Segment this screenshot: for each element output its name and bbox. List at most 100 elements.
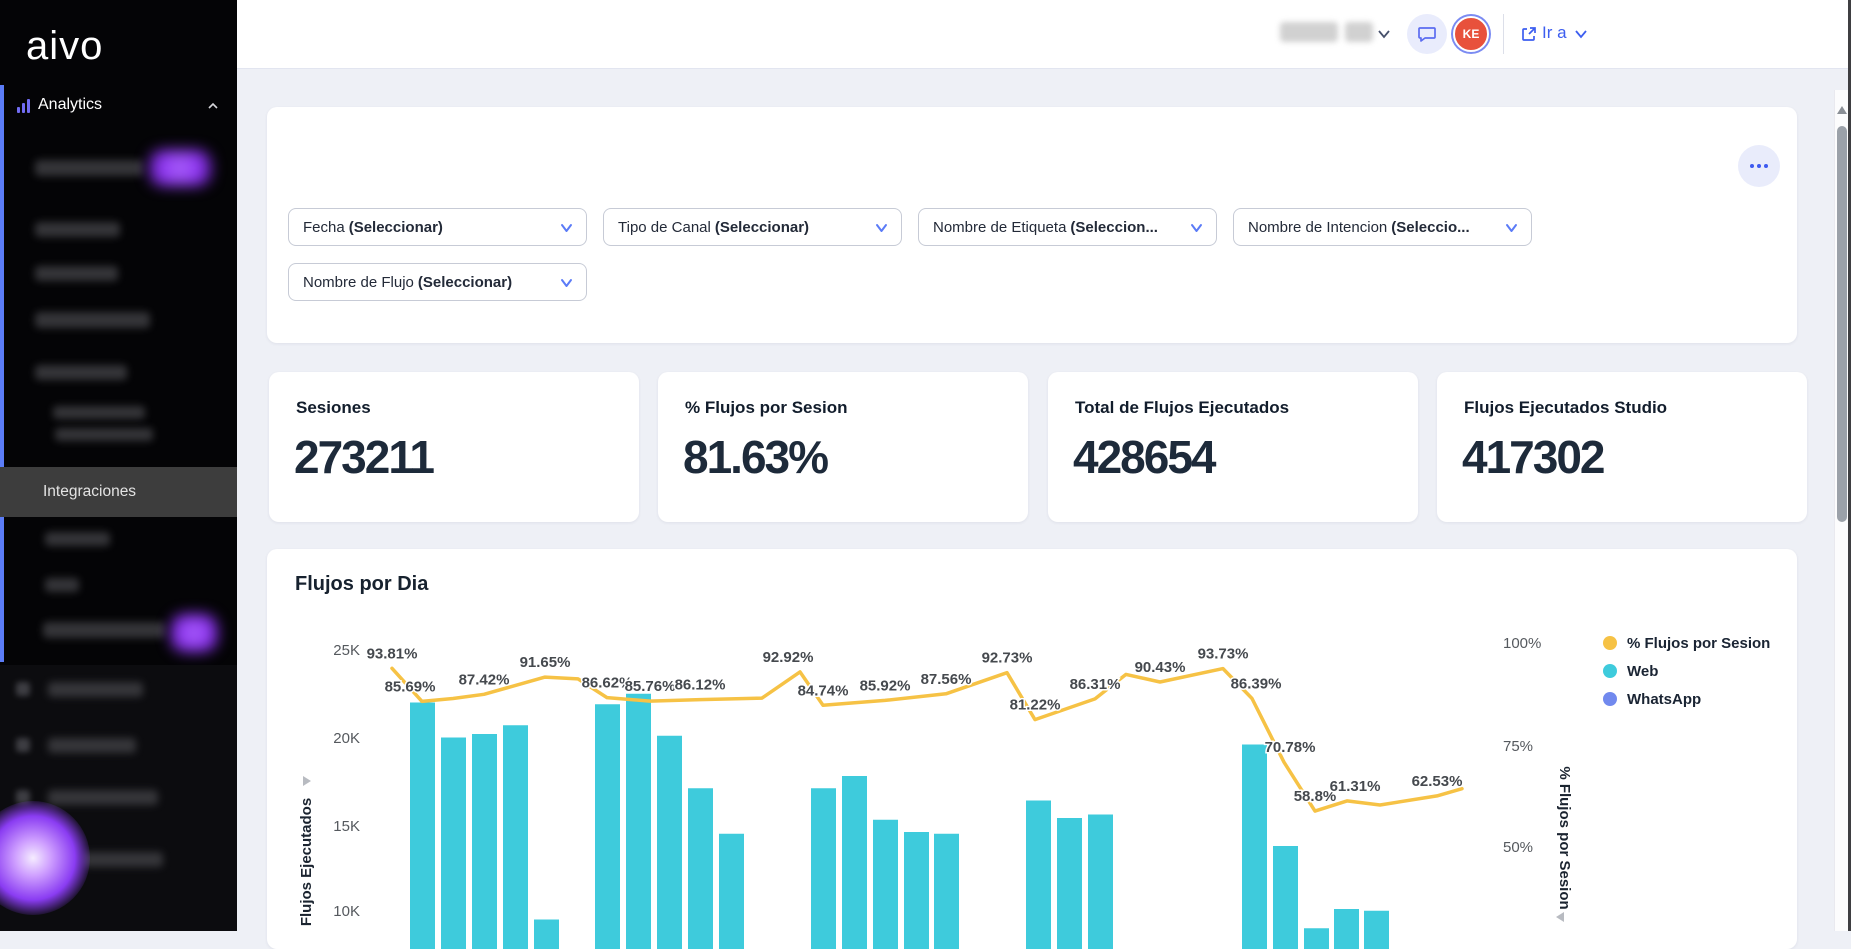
kpi-value: 417302 bbox=[1462, 430, 1604, 484]
filter-nombre-flujo-dropdown[interactable]: Nombre de Flujo (Seleccionar) bbox=[288, 263, 587, 301]
sidebar-item-blurred[interactable] bbox=[48, 738, 136, 753]
line-data-label: 86.39% bbox=[1231, 676, 1282, 693]
sidebar-item-blurred[interactable] bbox=[45, 578, 79, 592]
top-bar: KE Ir a bbox=[237, 0, 1851, 69]
legend-dot-flujos-por-sesion bbox=[1603, 636, 1617, 650]
bar-web[interactable] bbox=[626, 694, 651, 949]
filter-label: Nombre de Etiqueta bbox=[933, 219, 1066, 236]
kpi-card-total-flujos: Total de Flujos Ejecutados 428654 bbox=[1048, 372, 1418, 522]
bar-web[interactable] bbox=[719, 834, 744, 949]
sidebar-item-blurred[interactable] bbox=[35, 160, 143, 176]
line-data-label: 62.53% bbox=[1412, 773, 1463, 790]
flujos-por-dia-chart[interactable]: 25K20K15K10K100%75%50%Flujos Ejecutados%… bbox=[267, 549, 1797, 949]
filter-nombre-etiqueta-dropdown[interactable]: Nombre de Etiqueta (Seleccion... bbox=[918, 208, 1217, 246]
bar-web[interactable] bbox=[688, 788, 713, 949]
bar-web[interactable] bbox=[1273, 846, 1298, 949]
account-chevron-down-icon[interactable] bbox=[1376, 27, 1392, 45]
legend-dot-web bbox=[1603, 664, 1617, 678]
sidebar-item-blurred[interactable] bbox=[35, 365, 127, 380]
kpi-title: Sesiones bbox=[296, 398, 371, 418]
kpi-title: Flujos Ejecutados Studio bbox=[1464, 398, 1667, 418]
filter-nombre-intencion-dropdown[interactable]: Nombre de Intencion (Seleccio... bbox=[1233, 208, 1532, 246]
kpi-value: 273211 bbox=[294, 430, 433, 484]
kpi-value: 428654 bbox=[1073, 430, 1215, 484]
bar-web[interactable] bbox=[503, 725, 528, 949]
ir-a-link[interactable]: Ir a bbox=[1542, 23, 1567, 43]
sidebar-item-blurred[interactable] bbox=[43, 622, 165, 638]
bar-web[interactable] bbox=[657, 736, 682, 949]
y2-axis-title: % Flujos por Sesion bbox=[1556, 766, 1573, 909]
legend-item[interactable]: WhatsApp bbox=[1603, 685, 1770, 713]
bar-web[interactable] bbox=[811, 788, 836, 949]
sidebar-item-blurred[interactable] bbox=[35, 266, 118, 281]
sidebar-item-blurred[interactable] bbox=[48, 790, 158, 805]
bar-web[interactable] bbox=[1334, 909, 1359, 949]
chat-bubble-icon bbox=[1417, 24, 1437, 44]
bar-web[interactable] bbox=[534, 920, 559, 949]
sidebar-section-analytics[interactable]: Analytics bbox=[0, 90, 237, 124]
filters-card: Fecha (Seleccionar) Tipo de Canal (Selec… bbox=[267, 107, 1797, 343]
bar-web[interactable] bbox=[1026, 801, 1051, 949]
sidebar-badge-blurred bbox=[170, 614, 218, 652]
sidebar-icon-blurred bbox=[16, 738, 30, 752]
y-axis-tick: 10K bbox=[333, 903, 360, 920]
sidebar-item-blurred[interactable] bbox=[35, 312, 150, 328]
bar-web[interactable] bbox=[1088, 815, 1113, 949]
legend-label: % Flujos por Sesion bbox=[1627, 635, 1770, 652]
avatar[interactable]: KE bbox=[1453, 16, 1489, 52]
sidebar-item-integraciones[interactable]: Integraciones bbox=[0, 467, 237, 517]
bar-web[interactable] bbox=[842, 776, 867, 949]
y2-axis-tick: 75% bbox=[1503, 738, 1533, 755]
y2-axis-tick: 50% bbox=[1503, 839, 1533, 856]
bar-web[interactable] bbox=[410, 703, 435, 949]
line-data-label: 70.78% bbox=[1265, 739, 1316, 756]
filter-selection: (Seleccio... bbox=[1391, 219, 1469, 236]
filter-label: Fecha bbox=[303, 219, 345, 236]
kpi-card-sesiones: Sesiones 273211 bbox=[269, 372, 639, 522]
line-data-label: 90.43% bbox=[1135, 659, 1186, 676]
sidebar-item-blurred[interactable] bbox=[35, 222, 120, 237]
ir-a-chevron-down-icon[interactable] bbox=[1573, 27, 1589, 45]
kpi-card-flujos-studio: Flujos Ejecutados Studio 417302 bbox=[1437, 372, 1807, 522]
account-name-blurred[interactable] bbox=[1345, 22, 1373, 42]
analytics-section-label: Analytics bbox=[38, 96, 102, 114]
filter-selection: (Seleccionar) bbox=[349, 219, 443, 236]
account-name-blurred[interactable] bbox=[1280, 22, 1338, 42]
sidebar-item-blurred[interactable] bbox=[48, 682, 143, 697]
filter-tipo-canal-dropdown[interactable]: Tipo de Canal (Seleccionar) bbox=[603, 208, 902, 246]
bar-web[interactable] bbox=[595, 704, 620, 949]
line-data-label: 93.81% bbox=[367, 645, 418, 662]
scrollbar-thumb[interactable] bbox=[1837, 126, 1847, 522]
sidebar-item-blurred[interactable] bbox=[55, 428, 153, 441]
filter-selection: (Seleccionar) bbox=[418, 274, 512, 291]
legend-item[interactable]: Web bbox=[1603, 657, 1770, 685]
sidebar-item-blurred[interactable] bbox=[83, 852, 163, 867]
avatar-initials: KE bbox=[1463, 27, 1480, 41]
line-data-label: 87.42% bbox=[459, 671, 510, 688]
filter-fecha-dropdown[interactable]: Fecha (Seleccionar) bbox=[288, 208, 587, 246]
bar-web[interactable] bbox=[934, 834, 959, 949]
bar-web[interactable] bbox=[1242, 745, 1267, 949]
legend-item[interactable]: % Flujos por Sesion bbox=[1603, 629, 1770, 657]
filter-label: Nombre de Intencion bbox=[1248, 219, 1387, 236]
sidebar-item-blurred[interactable] bbox=[53, 406, 145, 419]
scroll-up-arrow-icon[interactable] bbox=[1837, 106, 1847, 114]
vertical-scrollbar[interactable] bbox=[1834, 90, 1849, 931]
more-options-button[interactable] bbox=[1738, 145, 1780, 187]
bar-web[interactable] bbox=[1364, 911, 1389, 949]
bar-web[interactable] bbox=[873, 820, 898, 949]
bar-web[interactable] bbox=[1304, 928, 1329, 949]
line-data-label: 85.69% bbox=[385, 678, 436, 695]
chat-button[interactable] bbox=[1407, 14, 1447, 54]
line-data-label: 92.73% bbox=[982, 650, 1033, 667]
active-section-indicator bbox=[0, 85, 4, 662]
bar-web[interactable] bbox=[472, 734, 497, 949]
kpi-title: Total de Flujos Ejecutados bbox=[1075, 398, 1289, 418]
filter-selection: (Seleccion... bbox=[1070, 219, 1158, 236]
bar-web[interactable] bbox=[441, 738, 466, 949]
bar-web[interactable] bbox=[1057, 818, 1082, 949]
bar-web[interactable] bbox=[904, 832, 929, 949]
sidebar-item-blurred[interactable] bbox=[45, 532, 110, 546]
chevron-down-icon bbox=[1189, 221, 1204, 235]
topbar-divider bbox=[1503, 14, 1504, 54]
